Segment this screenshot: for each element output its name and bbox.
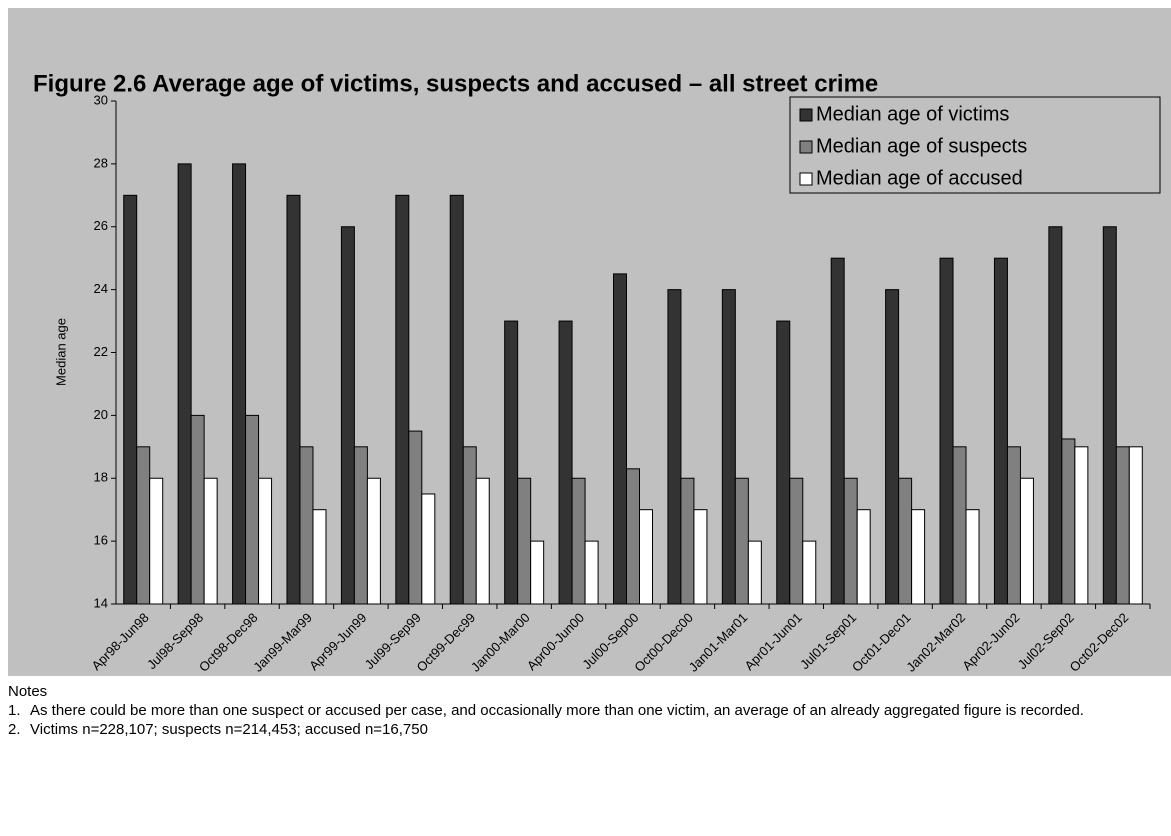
bar xyxy=(123,194,138,605)
bar xyxy=(177,163,192,605)
legend-label: Median age of victims xyxy=(816,103,1009,125)
bar xyxy=(475,477,490,605)
y-tick-label: 22 xyxy=(94,344,108,359)
bar xyxy=(747,540,762,605)
bar xyxy=(1061,438,1076,605)
bar xyxy=(1048,226,1063,605)
bar xyxy=(584,540,599,605)
legend-label: Median age of suspects xyxy=(816,135,1027,157)
bar xyxy=(1128,446,1143,605)
bar xyxy=(258,477,273,605)
bar xyxy=(776,320,791,605)
y-tick-label: 30 xyxy=(94,92,108,107)
bar xyxy=(993,257,1008,605)
bar xyxy=(952,446,967,605)
bar xyxy=(136,446,151,605)
bar xyxy=(340,226,355,605)
y-tick-label: 26 xyxy=(94,218,108,233)
note-item: 1. As there could be more than one suspec… xyxy=(8,701,1128,720)
bar xyxy=(232,163,247,605)
note-item: 2. Victims n=228,107; suspects n=214,453;… xyxy=(8,720,1128,739)
legend-swatch xyxy=(799,172,813,186)
notes-title: Notes xyxy=(8,683,48,700)
bar xyxy=(911,509,926,605)
notes: Notes 1. As there could be more than one … xyxy=(8,682,1128,739)
y-tick-label: 18 xyxy=(94,470,108,485)
bar xyxy=(245,414,260,605)
note-text: Victims n=228,107; suspects n=214,453; a… xyxy=(30,721,428,738)
note-number: 2. xyxy=(8,721,21,738)
bar xyxy=(667,289,682,605)
bar xyxy=(1102,226,1117,605)
bar xyxy=(1006,446,1021,605)
bar xyxy=(517,477,532,605)
chart: Figure 2.6 Average age of victims, suspe… xyxy=(8,8,1171,676)
bar xyxy=(693,509,708,605)
bar xyxy=(626,468,640,605)
bar xyxy=(680,477,695,605)
bar xyxy=(734,477,749,605)
bar xyxy=(885,289,900,605)
note-number: 1. xyxy=(8,702,21,719)
bar xyxy=(366,477,381,605)
bar xyxy=(789,477,804,605)
bar xyxy=(639,509,653,605)
y-tick-label: 28 xyxy=(94,155,108,170)
bar xyxy=(856,509,871,605)
bar xyxy=(843,477,858,605)
y-tick-label: 24 xyxy=(94,281,108,296)
bar xyxy=(353,446,368,605)
bar xyxy=(530,540,545,605)
bar xyxy=(1115,446,1130,605)
y-axis-label: Median age xyxy=(53,318,68,386)
legend-label: Median age of accused xyxy=(816,167,1023,189)
bar xyxy=(939,257,954,605)
y-tick-label: 14 xyxy=(94,595,108,610)
legend-box xyxy=(789,96,1161,194)
bar xyxy=(203,477,218,605)
bar xyxy=(613,273,627,605)
bar xyxy=(421,493,436,605)
bar xyxy=(1019,477,1034,605)
y-tick-label: 16 xyxy=(94,533,108,548)
bar xyxy=(504,320,519,605)
bar xyxy=(1074,446,1089,605)
bar xyxy=(462,446,477,605)
bar xyxy=(449,194,464,605)
legend-swatch xyxy=(799,108,813,122)
bar xyxy=(898,477,913,605)
bar xyxy=(571,477,586,605)
bar xyxy=(965,509,980,605)
bar xyxy=(802,540,817,605)
note-text: As there could be more than one suspect … xyxy=(30,702,1084,719)
legend-swatch xyxy=(799,140,813,154)
bar xyxy=(408,430,423,605)
y-tick-label: 20 xyxy=(94,407,108,422)
bar xyxy=(721,289,736,605)
bar xyxy=(312,509,327,605)
bar xyxy=(830,257,845,605)
bar xyxy=(286,194,301,605)
bar xyxy=(299,446,314,605)
bar xyxy=(149,477,164,605)
bar xyxy=(395,194,410,605)
bar xyxy=(558,320,573,605)
bar xyxy=(190,414,205,605)
chart-title: Figure 2.6 Average age of victims, suspe… xyxy=(33,70,878,97)
